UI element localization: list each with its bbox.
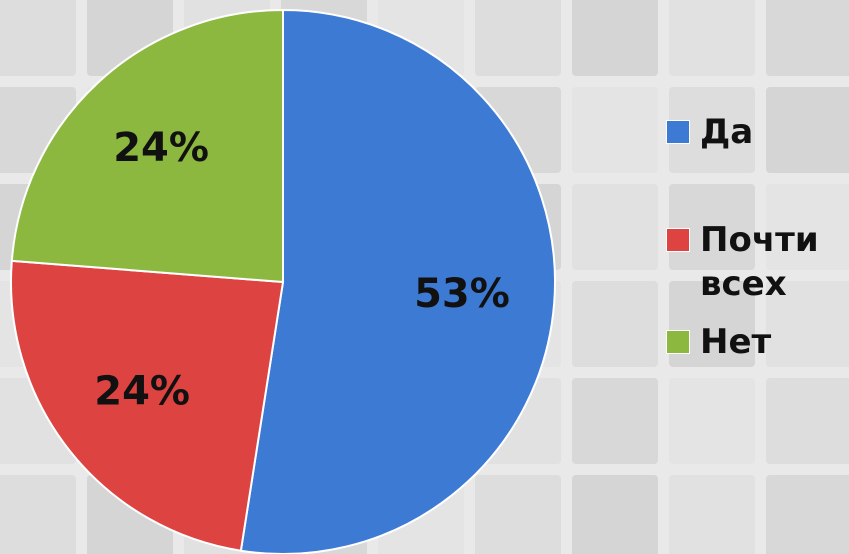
legend-label: Да [700, 110, 840, 154]
bg-tile [572, 184, 658, 270]
bg-tile [669, 378, 755, 464]
bg-tile [572, 281, 658, 367]
data-label: 53% [414, 271, 510, 317]
bg-tile [0, 0, 76, 76]
legend-label: Почти всех [700, 218, 840, 306]
data-label: 24% [113, 125, 209, 171]
legend: Да Почти всех Нет [666, 110, 849, 364]
bg-tile [475, 0, 561, 76]
bg-tile [572, 475, 658, 554]
bg-tile [475, 475, 561, 554]
legend-item: Да [666, 110, 849, 154]
bg-tile [572, 87, 658, 173]
bg-tile [669, 0, 755, 76]
bg-tile [572, 378, 658, 464]
bg-tile [766, 378, 849, 464]
bg-tile [766, 0, 849, 76]
legend-item: Почти всех [666, 218, 849, 306]
bg-tile [572, 0, 658, 76]
legend-swatch [666, 120, 690, 144]
legend-item: Нет [666, 320, 849, 364]
bg-tile [0, 475, 76, 554]
pie: 53% 24% 24% [11, 10, 555, 554]
bg-tile [669, 475, 755, 554]
page: {"chart_data": {"type": "pie", "categori… [0, 0, 849, 554]
bg-tile [766, 475, 849, 554]
data-label: 24% [94, 368, 190, 414]
legend-swatch [666, 330, 690, 354]
legend-label: Нет [700, 320, 840, 364]
legend-swatch [666, 228, 690, 252]
